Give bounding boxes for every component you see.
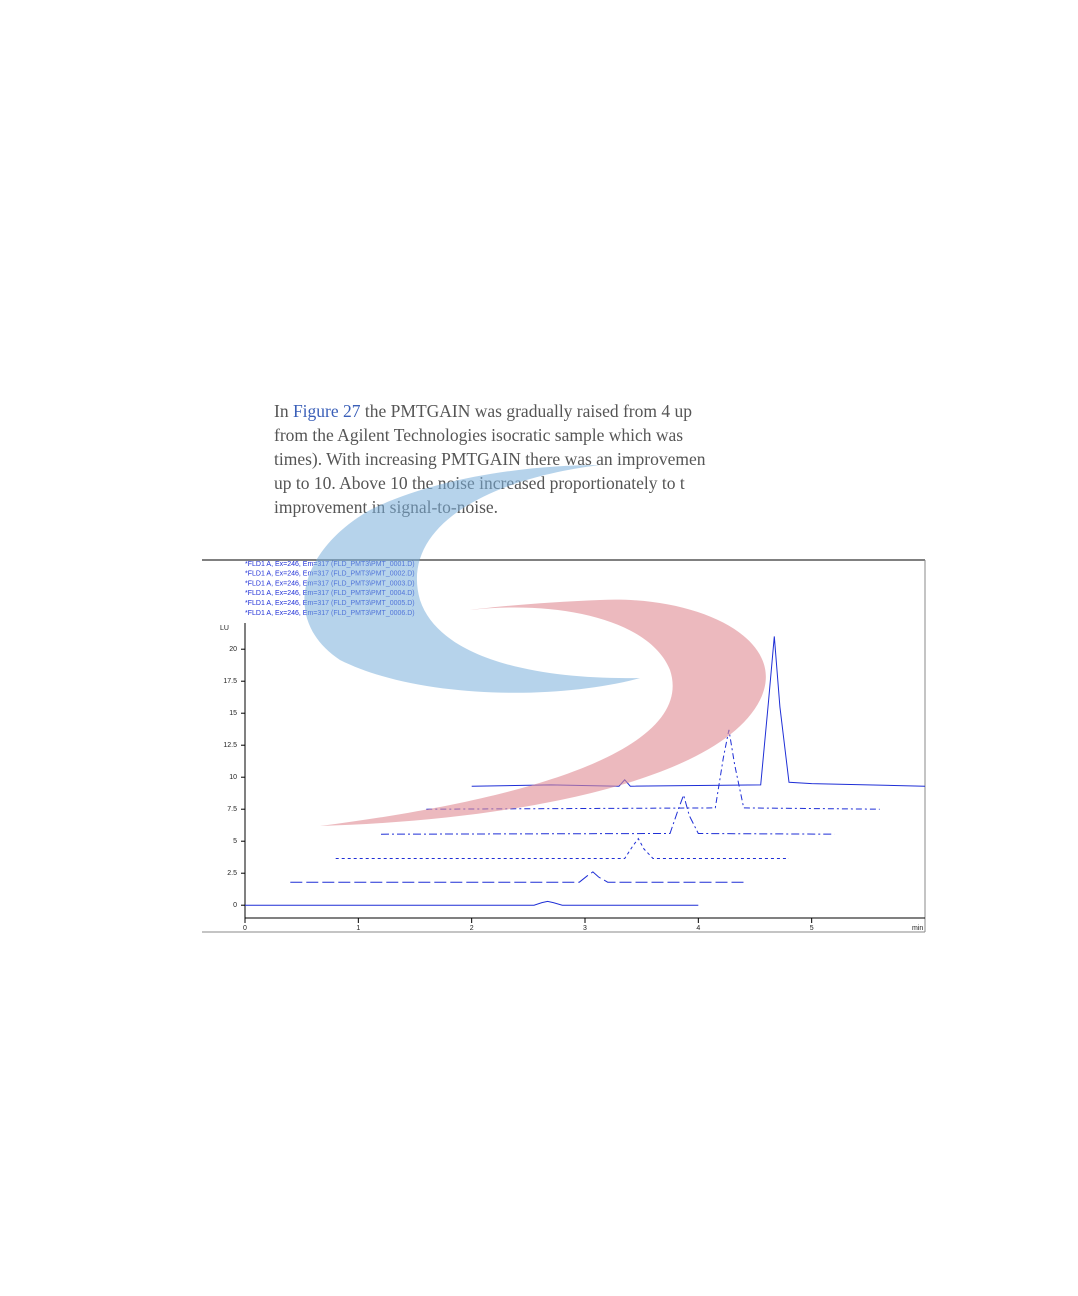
y-tick-label: 12.5 — [223, 742, 237, 749]
trace — [471, 636, 926, 787]
y-tick-label: 15 — [229, 710, 237, 717]
legend-entry: *FLD1 A, Ex=246, Em=317 (FLD_PMT3\PMT_00… — [245, 610, 415, 617]
trace — [380, 793, 835, 835]
legend-entry: *FLD1 A, Ex=246, Em=317 (FLD_PMT3\PMT_00… — [245, 561, 415, 568]
text: In — [274, 401, 289, 421]
y-tick-label: 7.5 — [227, 806, 237, 813]
x-tick-label: 0 — [243, 925, 247, 932]
y-tick-label: 10 — [229, 774, 237, 781]
x-tick-label: 5 — [810, 925, 814, 932]
x-tick-label: 3 — [583, 925, 587, 932]
x-axis-label: min — [912, 925, 923, 932]
x-tick-label: 4 — [696, 925, 700, 932]
y-axis-label: LU — [220, 625, 229, 632]
text: the PMTGAIN was gradually raised from 4 … — [364, 401, 692, 421]
legend-entry: *FLD1 A, Ex=246, Em=317 (FLD_PMT3\PMT_00… — [245, 600, 415, 607]
y-tick-label: 17.5 — [223, 678, 237, 685]
figure-link[interactable]: Figure 27 — [292, 401, 361, 421]
text-line: In Figure 27 the PMTGAIN was gradually r… — [274, 399, 834, 423]
y-tick-label: 0 — [233, 902, 237, 909]
trace — [426, 729, 880, 810]
trace — [245, 900, 699, 906]
x-tick-label: 2 — [470, 925, 474, 932]
y-tick-label: 20 — [229, 646, 237, 653]
text-line: from the Agilent Technologies isocratic … — [274, 425, 684, 445]
trace — [335, 837, 789, 859]
y-tick-label: 5 — [233, 838, 237, 845]
y-tick-label: 2.5 — [227, 870, 237, 877]
trace — [290, 871, 744, 883]
x-tick-label: 1 — [356, 925, 360, 932]
legend-entry: *FLD1 A, Ex=246, Em=317 (FLD_PMT3\PMT_00… — [245, 571, 415, 578]
legend-entry: *FLD1 A, Ex=246, Em=317 (FLD_PMT3\PMT_00… — [245, 580, 415, 587]
legend-entry: *FLD1 A, Ex=246, Em=317 (FLD_PMT3\PMT_00… — [245, 590, 415, 597]
text-line: times). With increasing PMTGAIN there wa… — [274, 449, 706, 469]
